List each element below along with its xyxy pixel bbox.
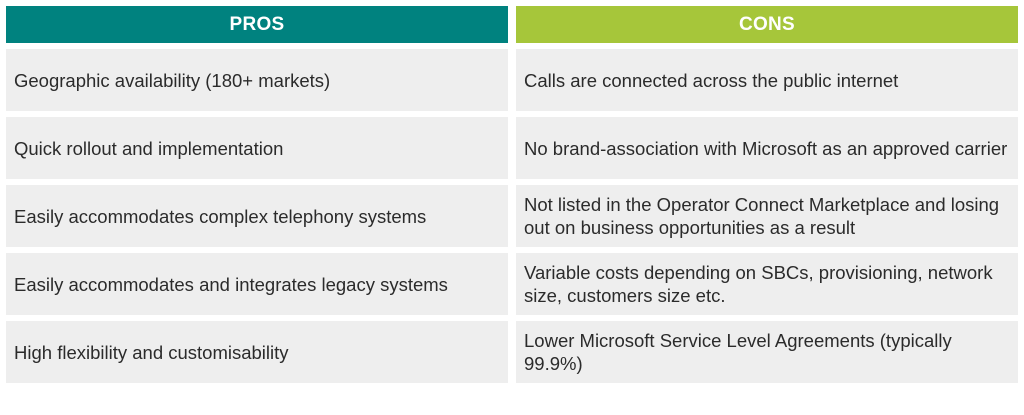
con-cell-5: Lower Microsoft Service Level Agreements… — [516, 321, 1018, 383]
pro-cell-1: Geographic availability (180+ markets) — [6, 49, 508, 111]
pro-cell-3: Easily accommodates complex telephony sy… — [6, 185, 508, 247]
con-cell-2: No brand-association with Microsoft as a… — [516, 117, 1018, 179]
pros-header: PROS — [6, 6, 508, 43]
con-cell-3: Not listed in the Operator Connect Marke… — [516, 185, 1018, 247]
cons-header: CONS — [516, 6, 1018, 43]
con-cell-1: Calls are connected across the public in… — [516, 49, 1018, 111]
pro-cell-5: High flexibility and customisability — [6, 321, 508, 383]
con-cell-4: Variable costs depending on SBCs, provis… — [516, 253, 1018, 315]
pros-cons-table: PROS CONS Geographic availability (180+ … — [6, 6, 1018, 383]
pro-cell-4: Easily accommodates and integrates legac… — [6, 253, 508, 315]
pro-cell-2: Quick rollout and implementation — [6, 117, 508, 179]
